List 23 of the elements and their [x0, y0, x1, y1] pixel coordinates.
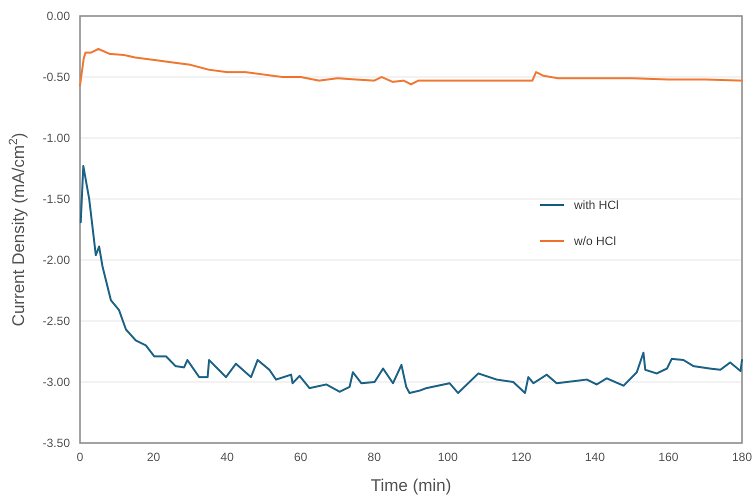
line-series: [79, 48, 743, 87]
y-tick-label: -2.50: [42, 314, 70, 328]
x-tick-label: 100: [438, 450, 458, 464]
x-tick-label: 0: [76, 450, 84, 464]
y-tick-label: 0.00: [46, 9, 70, 24]
x-tick-label: 140: [584, 450, 606, 464]
x-tick-label: 40: [220, 450, 234, 464]
y-tick-label: -1.50: [42, 192, 70, 206]
line-series: [80, 165, 743, 394]
y-tick-label: -0.50: [42, 70, 70, 84]
x-axis-title: Time (min): [370, 476, 452, 495]
legend-label: with HCl: [573, 198, 619, 212]
x-tick-label: 20: [146, 450, 161, 464]
y-tick-label: -3.00: [42, 375, 70, 390]
x-tick-label: 180: [732, 450, 752, 464]
y-tick-label: -2.00: [42, 253, 70, 268]
y-tick-label: -3.50: [42, 436, 70, 450]
x-tick-label: 160: [658, 450, 679, 464]
x-tick-label: 80: [368, 450, 382, 464]
x-tick-label: 120: [511, 450, 532, 464]
y-tick-label: -1.00: [42, 131, 70, 146]
legend-label: w/o HCl: [573, 234, 616, 248]
x-tick-label: 60: [294, 450, 308, 464]
